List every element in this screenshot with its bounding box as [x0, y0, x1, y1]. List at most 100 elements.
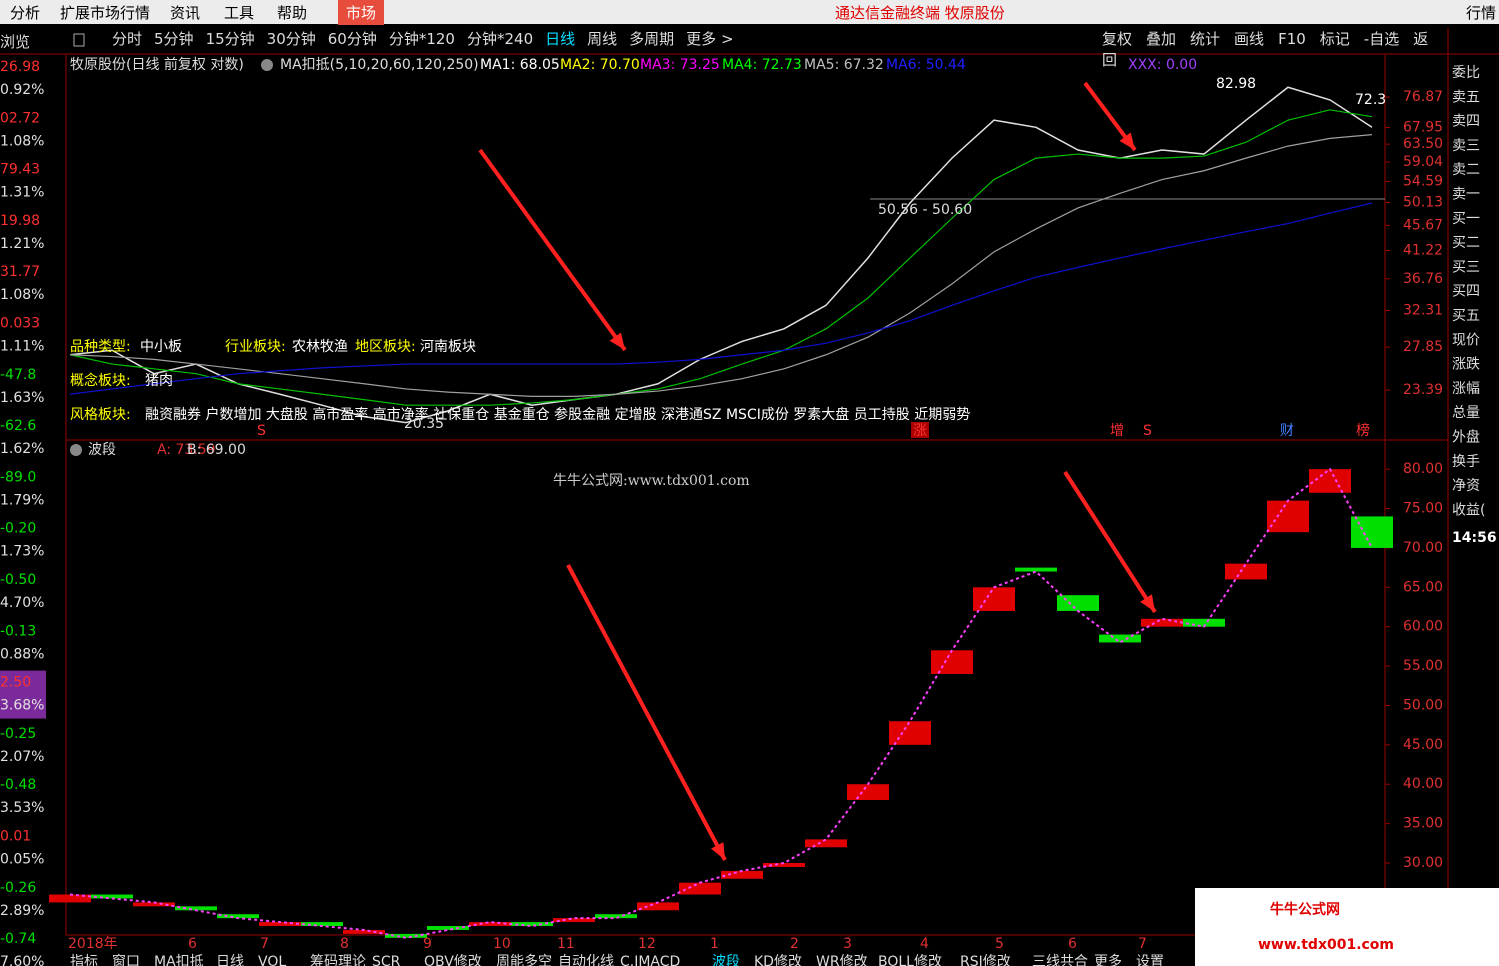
period-button[interactable]: 日线: [545, 30, 576, 48]
stat-percent: 1.73%: [0, 544, 44, 560]
x-tick-label: 7: [260, 936, 269, 952]
tool-button[interactable]: 标记: [1319, 30, 1350, 48]
indicator-icon: [70, 444, 82, 456]
stat-percent: 4.70%: [0, 595, 44, 611]
menu-item[interactable]: 资讯: [170, 4, 201, 22]
stat-value: -0.20: [0, 521, 36, 537]
event-tag: [1354, 422, 1372, 438]
tab[interactable]: 自动化线: [558, 954, 614, 966]
stat-percent: 1.11%: [0, 339, 44, 355]
menu-item[interactable]: 帮助: [277, 4, 308, 22]
ma-label: MA3: 73.25: [640, 57, 720, 73]
logo-url: www.tdx001.com: [1258, 937, 1394, 953]
tab[interactable]: 周能多空: [496, 953, 552, 966]
wave-bar: [1267, 500, 1309, 533]
tool-button[interactable]: 复权: [1102, 30, 1133, 48]
tab[interactable]: KD修改: [754, 954, 802, 966]
wave-bar: [679, 882, 721, 895]
period-button[interactable]: 周线: [587, 30, 618, 48]
indicator-icon: [261, 59, 273, 71]
y-tick-label: 45.67: [1403, 217, 1443, 233]
tab[interactable]: VOL: [258, 954, 286, 966]
x-tick-label: 2: [790, 936, 799, 952]
tab[interactable]: 三线共合: [1032, 954, 1088, 966]
tab[interactable]: 波段: [712, 954, 740, 966]
tab[interactable]: 窗口: [112, 953, 140, 966]
wave-bar: [1057, 595, 1099, 611]
period-button[interactable]: 5分钟: [154, 30, 194, 48]
annotation: 72.3: [1355, 92, 1386, 108]
tab[interactable]: 更多: [1094, 953, 1122, 966]
tool-button[interactable]: F10: [1278, 30, 1306, 48]
tab[interactable]: 筹码理论: [310, 953, 366, 966]
period-button[interactable]: 15分钟: [205, 30, 255, 48]
period-button[interactable]: 60分钟: [327, 30, 377, 48]
tool-button[interactable]: -自选: [1363, 30, 1400, 48]
sector-text: 地区板块:: [355, 339, 416, 355]
tool-button[interactable]: 返回: [1102, 30, 1429, 69]
sector-text: 融资融券 户数增加 大盘股 高市盈率 高市净率 社保重仓 基金重仓 参股金融 定…: [145, 406, 970, 423]
wave-bar: [1225, 563, 1267, 580]
tool-button[interactable]: 统计: [1190, 30, 1221, 48]
sector-text: 河南板块: [420, 339, 476, 355]
tab[interactable]: 日线: [216, 954, 244, 966]
tab[interactable]: 设置: [1136, 954, 1164, 966]
tab[interactable]: SCR: [372, 954, 401, 966]
indicator-name: 波段: [88, 442, 116, 458]
x-tick-label: 6: [1068, 936, 1077, 952]
y-tick-label: 75.00: [1403, 501, 1443, 517]
wave-bar: [133, 902, 175, 907]
menu-item[interactable]: 市场: [338, 0, 385, 25]
tab[interactable]: RSI修改: [960, 954, 1011, 966]
period-button[interactable]: 多周期: [629, 30, 675, 48]
menu-item[interactable]: 扩展市场行情: [60, 4, 151, 22]
ma-label: MA1: 68.05: [480, 57, 560, 73]
x-tick-label: 9: [423, 936, 432, 952]
highlight: [0, 670, 46, 719]
wave-bar: [301, 922, 343, 927]
y-tick-label: 50.00: [1403, 697, 1443, 713]
tab[interactable]: 指标: [70, 954, 98, 966]
tool-button[interactable]: 叠加: [1146, 30, 1177, 48]
period-button[interactable]: 更多 >: [686, 30, 734, 48]
tab[interactable]: MA扣抵: [154, 954, 204, 966]
arrow-head: [711, 842, 725, 860]
period-button[interactable]: 30分钟: [266, 30, 316, 48]
quote-label: 卖三: [1452, 138, 1480, 154]
menu-item[interactable]: 分析: [10, 4, 41, 22]
wave-bar: [343, 929, 385, 934]
wave-bar: [805, 839, 847, 848]
x-tick-label: 2018年: [68, 936, 118, 952]
stat-value: 02.72: [0, 110, 40, 126]
wave-bar: [1351, 516, 1393, 548]
menu-item[interactable]: 工具: [224, 4, 255, 22]
ma-label: MA6: 50.44: [886, 57, 966, 73]
wave-bar: [1309, 469, 1351, 493]
menu-item[interactable]: 行情: [1466, 4, 1497, 22]
y-tick-label: 59.04: [1403, 154, 1443, 170]
period-button[interactable]: 分时: [112, 30, 143, 48]
tab[interactable]: WR修改: [816, 954, 868, 966]
toolbar-box: [73, 33, 85, 47]
tab[interactable]: C.IMACD: [620, 954, 680, 966]
x-tick-label: 7: [1138, 936, 1147, 952]
stat-value: -62.6: [0, 418, 36, 434]
period-button[interactable]: 分钟*120: [388, 30, 455, 48]
x-tick-label: 3: [843, 936, 852, 952]
tool-button[interactable]: 画线: [1234, 30, 1265, 48]
arrow-head: [1119, 132, 1135, 150]
stat-percent: 1.08%: [0, 133, 44, 149]
stat-value: 2.50: [0, 675, 31, 691]
stat-percent: 1.31%: [0, 185, 44, 201]
tab[interactable]: BOLL修改: [878, 954, 942, 966]
period-button[interactable]: 分钟*240: [466, 30, 534, 48]
y-tick-label: 45.00: [1403, 737, 1443, 753]
wave-bar: [427, 926, 469, 930]
wave-bar: [49, 894, 91, 903]
tab[interactable]: OBV修改: [424, 954, 482, 966]
price-line: [69, 202, 1373, 395]
y-tick-label: 27.85: [1403, 339, 1443, 355]
stat-value: -0.50: [0, 572, 36, 588]
